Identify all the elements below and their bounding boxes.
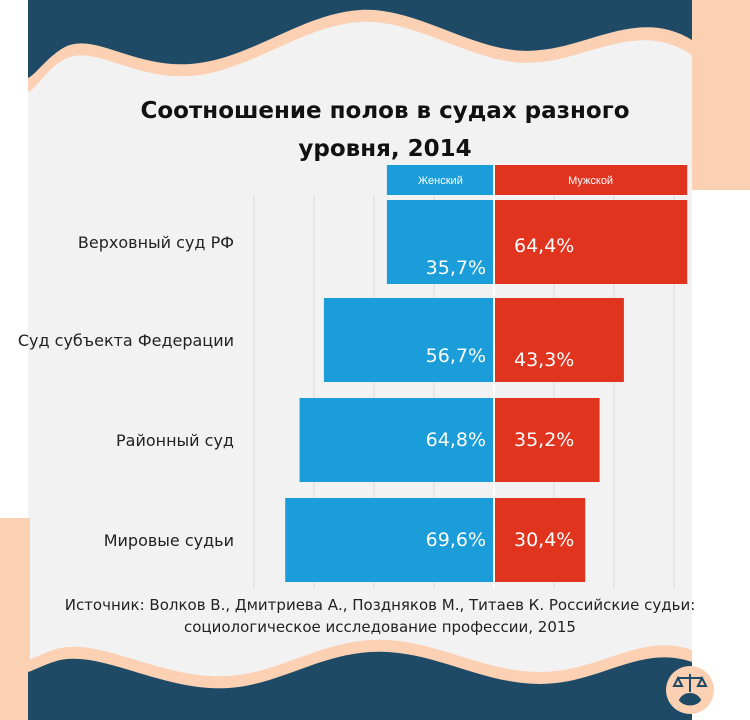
bar-male	[494, 200, 688, 284]
scales-glyph	[672, 674, 708, 706]
data-label-female: 35,7%	[426, 257, 486, 279]
right-peach-strip	[692, 0, 750, 190]
bar-male	[494, 498, 586, 582]
legend-male-label: Мужской	[568, 175, 613, 187]
category-label: Суд субъекта Федерации	[18, 331, 234, 350]
legend-male-swatch	[494, 165, 688, 195]
legend-female-label: Женский	[418, 175, 463, 187]
data-label-female: 56,7%	[426, 345, 486, 367]
bar-male	[494, 398, 600, 482]
scales-cat-icon	[666, 666, 714, 714]
data-label-male: 64,4%	[514, 235, 574, 257]
data-label-male: 43,3%	[514, 349, 574, 371]
left-peach-strip	[0, 518, 30, 720]
category-label: Районный суд	[116, 431, 234, 450]
source-note: Источник: Волков В., Дмитриева А., Поздн…	[64, 596, 696, 636]
bar-female	[299, 398, 494, 482]
data-label-male: 30,4%	[514, 529, 574, 551]
category-label: Верховный суд РФ	[78, 233, 234, 252]
chart-title: Соотношение полов в судах разного уровня…	[140, 98, 630, 162]
bar-male	[494, 298, 624, 382]
bar-female	[285, 498, 494, 582]
data-label-male: 35,2%	[514, 429, 574, 451]
category-label: Мировые судьи	[104, 531, 234, 550]
bar-female	[386, 200, 494, 284]
data-label-female: 64,8%	[426, 429, 486, 451]
bar-female	[323, 298, 494, 382]
legend-female-swatch	[386, 165, 494, 195]
data-label-female: 69,6%	[426, 529, 486, 551]
bottom-wave-navy	[28, 651, 692, 720]
top-wave-navy	[28, 0, 692, 78]
